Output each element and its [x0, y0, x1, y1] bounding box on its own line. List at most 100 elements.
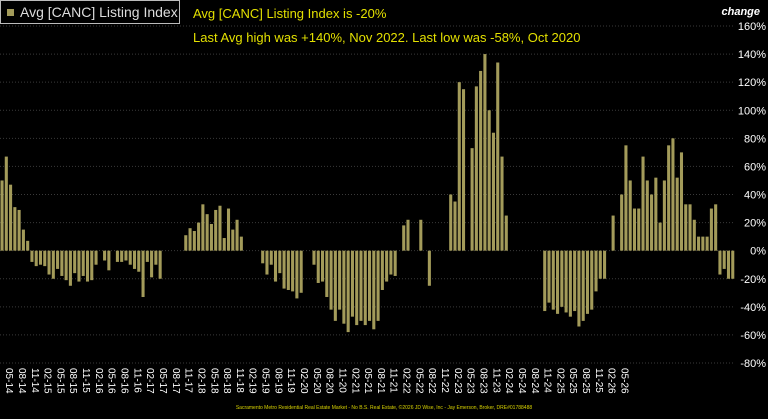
x-tick-label: 11-18 [234, 368, 245, 393]
y-axis-tick-labels: 160% 140% 120% 100% 80% 60% 40% 20% 0% -20% -40% -6… [738, 21, 766, 370]
bar [209, 223, 213, 251]
y-tick-label: 160% [738, 21, 766, 33]
x-tick-label: 11-19 [285, 368, 296, 393]
bar [496, 62, 500, 251]
bar [137, 250, 141, 272]
x-tick-label: 08-15 [67, 368, 78, 394]
bar [282, 250, 286, 289]
bar [145, 250, 149, 262]
x-tick-label: 05-20 [311, 368, 322, 394]
x-tick-label: 05-14 [3, 368, 14, 394]
bar [449, 194, 453, 251]
bar [385, 250, 389, 282]
x-tick-label: 05-18 [208, 368, 219, 394]
x-tick-label: 05-17 [157, 368, 168, 394]
bar [333, 250, 337, 321]
x-tick-label: 02-21 [349, 368, 360, 394]
bar [81, 250, 85, 276]
bar [479, 70, 483, 251]
x-tick-label: 05-16 [106, 368, 117, 394]
bar [406, 219, 410, 251]
y-tick-label: -20% [740, 274, 766, 286]
x-tick-label: 08-22 [426, 368, 437, 394]
x-tick-label: 05-15 [54, 368, 65, 394]
bar [107, 250, 111, 271]
bar [718, 250, 722, 275]
bar [556, 250, 560, 314]
bar [158, 250, 162, 279]
bar [709, 208, 713, 251]
bar [568, 250, 572, 317]
bar [4, 156, 8, 251]
bar [658, 222, 662, 251]
x-tick-label: 08-21 [375, 368, 386, 394]
bar [320, 250, 325, 282]
bar [551, 250, 555, 310]
bar [564, 250, 568, 313]
bar [624, 145, 628, 251]
legend-label: Avg [CANC] Listing Index [20, 4, 178, 20]
bar [201, 204, 205, 251]
bar [632, 208, 637, 251]
x-tick-label: 05-24 [516, 368, 527, 394]
bar [590, 250, 594, 310]
bar [662, 180, 666, 251]
bar [51, 250, 55, 279]
bar [470, 148, 474, 251]
x-tick-label: 08-19 [272, 368, 283, 394]
bar [273, 250, 278, 282]
bar [726, 250, 731, 279]
high-low-annotation: Last Avg high was +140%, Nov 2022. Last … [193, 30, 581, 45]
x-tick-label: 02-18 [195, 368, 206, 394]
x-tick-label: 11-15 [80, 368, 91, 393]
x-tick-label: 08-23 [477, 368, 488, 394]
bar [393, 250, 397, 276]
y-tick-label: 20% [744, 218, 766, 230]
bar [650, 194, 654, 251]
x-tick-label: 02-19 [247, 368, 258, 394]
bar [675, 177, 679, 251]
bar [286, 250, 290, 290]
bar [705, 236, 709, 251]
legend: Avg [CANC] Listing Index [0, 0, 180, 24]
bar [120, 250, 124, 262]
bar [577, 250, 581, 327]
bar [645, 180, 649, 251]
bar [73, 250, 77, 274]
bar [697, 236, 701, 251]
bar [679, 152, 684, 251]
bar [56, 250, 60, 269]
bar [389, 250, 393, 275]
x-tick-label: 02-22 [401, 368, 412, 394]
x-tick-label: 08-17 [170, 368, 181, 394]
bar [598, 250, 602, 279]
bar [278, 250, 282, 274]
bar [654, 177, 658, 251]
x-tick-label: 02-17 [144, 368, 155, 394]
bar [684, 204, 688, 251]
bar [483, 54, 487, 251]
bar [329, 250, 333, 310]
x-tick-label: 02-25 [554, 368, 565, 394]
bar [611, 215, 615, 251]
y-tick-label: 60% [744, 161, 766, 173]
bar [141, 250, 145, 298]
bar [355, 250, 359, 326]
x-tick-label: 08-24 [529, 368, 540, 394]
y-tick-label: 40% [744, 190, 766, 202]
bar [90, 250, 94, 281]
bar [667, 145, 671, 251]
bar-series [0, 54, 735, 333]
bar [462, 89, 466, 251]
bar [21, 229, 25, 251]
bar [380, 250, 384, 290]
bar [573, 250, 577, 312]
bar [427, 250, 431, 286]
bar [346, 250, 350, 333]
bar [150, 250, 154, 278]
bar [487, 110, 491, 251]
bar [641, 156, 645, 251]
x-tick-label: 08-25 [580, 368, 591, 394]
bar [474, 86, 478, 251]
